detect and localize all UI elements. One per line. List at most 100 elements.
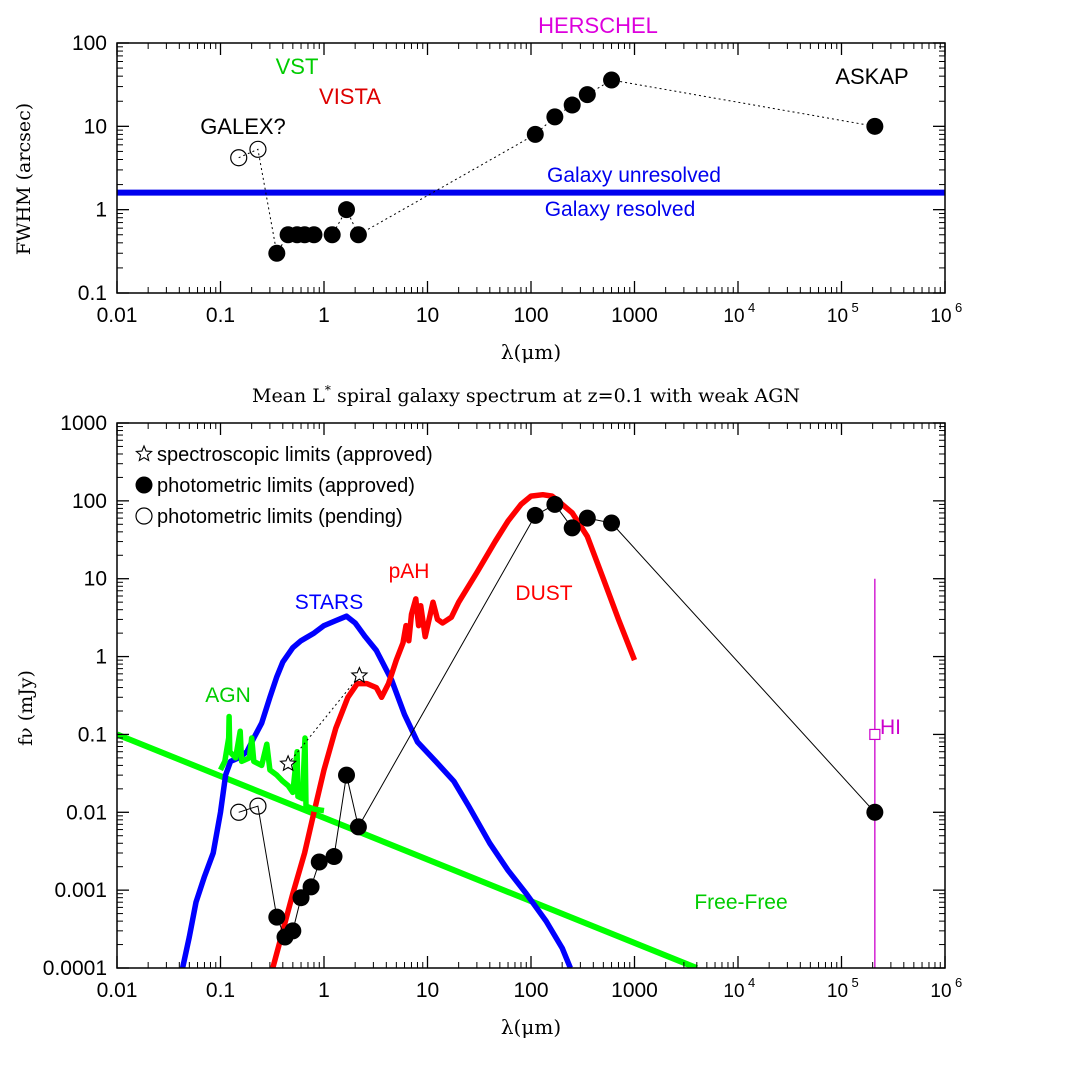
fwhm-x-tick-label: 0.01 [97,304,138,327]
pending-photometric-point [249,797,267,815]
approved-photometric-point [563,519,581,537]
fwhm-x-tick-label: 10 [416,304,439,327]
approved-photometric-point [526,506,544,524]
spectroscopic-point [279,754,298,772]
sed-y-tick-label: 10 [84,568,107,591]
galaxy-unresolved-label: Galaxy unresolved [547,164,721,187]
approved-photometric-point [310,853,328,871]
approved-photometric-point [603,514,621,532]
fwhm-x-tick-label: 1000 [611,304,658,327]
pah-label: pAH [389,560,430,583]
free-free-curve [117,731,698,968]
herschel-label: HERSCHEL [538,13,658,38]
stars-curve [179,613,573,968]
approved-photometric-point [349,818,367,836]
stars-label: STARS [295,591,363,614]
sed-x-axis-label: λ(μm) [501,1015,561,1039]
fwhm-point [323,226,341,244]
free-free-label: Free-Free [694,891,787,914]
fwhm-x-tick-label: 0.1 [206,304,235,327]
fwhm-point [338,201,356,219]
fwhm-point [305,226,323,244]
fwhm-point [603,71,621,89]
fwhm-x-tick-exponent: 6 [955,300,962,315]
sed-y-axis-label: fν (mJy) [15,670,37,746]
fwhm-x-tick-exponent: 4 [748,300,755,315]
legend-star-icon [135,444,153,462]
sed-x-tick-label: 10 [723,981,744,1002]
fwhm-x-axis-label: λ(μm) [501,340,561,364]
sed-x-tick-label: 10 [827,981,848,1002]
approved-photometric-point [284,922,302,940]
dust-label: DUST [515,582,572,605]
fwhm-point [526,125,544,143]
vst-label: VST [276,54,319,79]
sed-ticks: 0.01 0.1 1 10 100 1000 10 4 10 5 10 6 0.0001 0.001 0.0… [43,412,962,1002]
fwhm-point [249,140,267,158]
galex-label: GALEX? [200,114,286,139]
approved-photometric-point [338,766,356,784]
sed-y-tick-label: 0.1 [78,723,107,746]
fwhm-x-tick-label: 10 [930,306,951,327]
spectroscopic-limits-line [287,675,360,765]
approved-photometric-point [302,878,320,896]
sed-y-tick-label: 100 [72,490,107,513]
fwhm-y-axis-label: FWHM (arcsec) [13,103,35,255]
sed-title-part-1: Mean L [252,385,325,407]
legend-label-spectroscopic-approved: spectroscopic limits (approved) [157,444,433,466]
fwhm-point [546,108,564,126]
approved-photometric-point [578,509,596,527]
sed-x-tick-label: 10 [930,981,951,1002]
fwhm-x-tick-exponent: 5 [852,300,859,315]
approved-photometric-point [268,908,286,926]
approved-photometric-point [325,848,343,866]
sed-x-tick-exponent: 5 [852,975,859,990]
fwhm-x-tick-label: 10 [723,306,744,327]
sed-legend: spectroscopic limits (approved) photomet… [157,444,433,528]
fwhm-x-tick-label: 100 [513,304,548,327]
spectroscopic-point [350,666,369,684]
sed-x-tick-label: 0.1 [206,979,235,1002]
hi-label: HI [880,716,901,739]
sed-title-star: * [325,383,331,397]
fwhm-point [268,244,286,262]
sed-panel: Mean L* spiral galaxy spectrum at z=0.1 … [15,383,962,1039]
fwhm-x-tick-label: 10 [827,306,848,327]
pending-photometric-point [230,803,248,821]
sed-title-part-2: spiral galaxy spectrum at z=0.1 with wea… [331,385,800,407]
sed-x-tick-exponent: 4 [748,975,755,990]
sed-y-tick-label: 0.001 [54,879,107,902]
sed-y-tick-label: 1000 [60,412,107,435]
legend-symbols [135,444,153,525]
agn-label: AGN [205,684,251,707]
sed-x-tick-label: 1 [318,979,330,1002]
approved-photometric-point [292,889,310,907]
legend-label-photometric-approved: photometric limits (approved) [157,475,415,497]
dust-curve [270,491,638,968]
fwhm-y-tick-label: 10 [84,115,107,138]
fwhm-x-tick-label: 1 [318,304,330,327]
fwhm-point [230,149,248,167]
askap-label: ASKAP [835,64,908,89]
fwhm-marks [117,71,945,262]
hi-point [869,728,881,741]
sed-plot-area [117,491,884,968]
fwhm-y-tick-label: 100 [72,32,107,55]
agn-curve [218,713,325,814]
legend-label-photometric-pending: photometric limits (pending) [157,506,403,528]
sed-x-tick-label: 1000 [611,979,658,1002]
sed-title: Mean L* spiral galaxy spectrum at z=0.1 … [252,383,800,407]
legend-filled-circle-icon [135,476,153,494]
galaxy-resolved-label: Galaxy resolved [545,198,696,221]
fwhm-point [578,86,596,104]
sed-x-tick-label: 100 [513,979,548,1002]
legend-open-circle-icon [135,507,153,525]
sed-x-tick-label: 0.01 [97,979,138,1002]
fwhm-point [563,96,581,114]
vista-label: VISTA [319,84,381,109]
fwhm-y-tick-label: 0.1 [78,282,107,305]
fwhm-y-tick-label: 1 [95,199,107,222]
